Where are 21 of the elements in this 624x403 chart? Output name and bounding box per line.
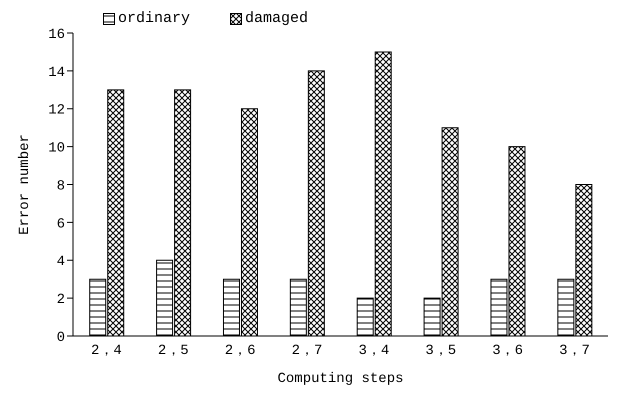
x-tick-label: 2，7 — [292, 342, 322, 359]
x-tick-label: 3，5 — [425, 342, 456, 359]
y-axis-title: Error number — [16, 134, 33, 235]
y-tick-label: 8 — [56, 178, 65, 194]
legend-label: ordinary — [117, 10, 190, 27]
y-tick-label: 16 — [48, 26, 65, 43]
y-tick-label: 4 — [56, 254, 65, 270]
x-tick-label: 3，7 — [559, 342, 590, 359]
y-tick-label: 2 — [56, 292, 65, 308]
y-tick-label: 14 — [48, 64, 65, 81]
y-tick-label: 12 — [48, 102, 65, 119]
y-tick-label: 10 — [48, 140, 65, 157]
x-tick-label: 2，4 — [91, 342, 122, 359]
x-axis-title: Computing steps — [277, 371, 404, 387]
x-tick-label: 2，6 — [224, 342, 256, 359]
y-tick-label: 0 — [56, 330, 65, 346]
x-tick-label: 3，6 — [492, 342, 524, 359]
x-tick-label: 3，4 — [358, 342, 390, 359]
x-tick-label: 2，5 — [158, 342, 189, 359]
legend-label: damaged — [244, 10, 308, 27]
y-tick-label: 6 — [56, 216, 65, 232]
